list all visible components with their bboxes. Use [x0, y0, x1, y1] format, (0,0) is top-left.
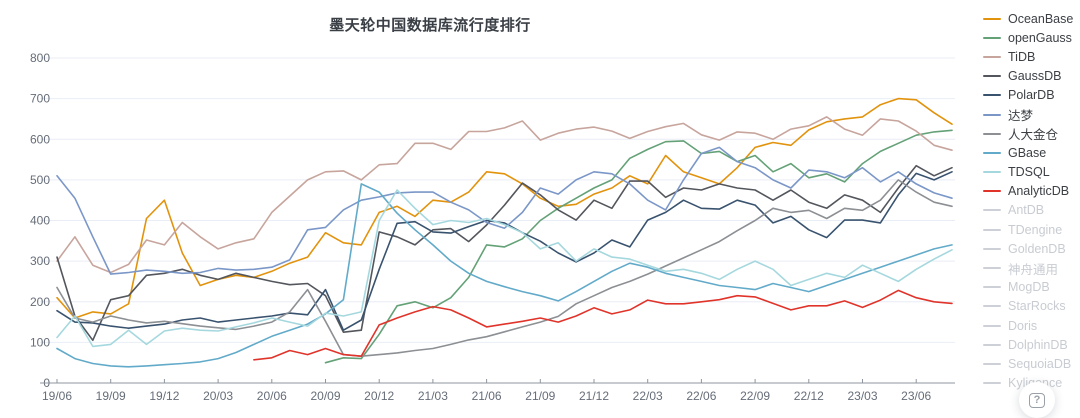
x-tick-label: 21/06 — [472, 389, 502, 403]
legend-label: TiDB — [1008, 49, 1036, 64]
y-tick-label: 500 — [30, 173, 50, 187]
legend-label: 达梦 — [1008, 109, 1034, 124]
help-button[interactable]: ? — [1019, 382, 1055, 418]
series-line-达梦 — [56, 146, 953, 275]
legend-item-openGauss[interactable]: openGauss — [983, 28, 1080, 47]
legend-item-TiDB[interactable]: TiDB — [983, 47, 1080, 66]
y-tick-label: 800 — [30, 51, 50, 65]
legend-label: GBase — [1008, 145, 1047, 160]
legend-item-TDengine[interactable]: TDengine — [983, 220, 1080, 239]
legend-label: 人大金仓 — [1008, 128, 1059, 143]
legend-label: SequoiaDB — [1008, 356, 1072, 371]
legend-swatch — [983, 324, 1001, 327]
legend-swatch — [983, 286, 1001, 289]
series-line-人大金仓 — [56, 179, 953, 357]
legend-item-MogDB[interactable]: MogDB — [983, 278, 1080, 297]
legend-label: TDSQL — [1008, 165, 1050, 180]
x-tick-label: 20/03 — [203, 389, 233, 403]
y-tick-label: 200 — [30, 295, 50, 309]
legend-label: StarRocks — [1008, 299, 1066, 314]
series-line-openGauss — [324, 129, 953, 364]
y-tick-label: 300 — [30, 254, 50, 268]
x-tick-label: 19/12 — [149, 389, 179, 403]
legend-label: Doris — [1008, 318, 1038, 333]
series-line-GaussDB — [56, 164, 953, 342]
legend-label: MogDB — [1008, 280, 1050, 295]
legend-label: GaussDB — [1008, 69, 1062, 84]
legend-swatch — [983, 209, 1001, 212]
legend-swatch — [983, 36, 1001, 39]
legend-swatch — [983, 343, 1001, 346]
x-tick-label: 22/09 — [740, 389, 770, 403]
legend-item-GaussDB[interactable]: GaussDB — [983, 67, 1080, 86]
legend-item-AntDB[interactable]: AntDB — [983, 201, 1080, 220]
legend-swatch — [983, 17, 1001, 20]
x-tick-label: 21/09 — [525, 389, 555, 403]
legend-swatch — [983, 382, 1001, 385]
legend-swatch — [983, 75, 1001, 78]
x-tick-label: 22/03 — [633, 389, 663, 403]
legend-label: AntDB — [1008, 203, 1045, 218]
legend-label: openGauss — [1008, 30, 1072, 45]
x-tick-label: 22/12 — [794, 389, 824, 403]
legend-item-TDSQL[interactable]: TDSQL — [983, 163, 1080, 182]
legend-swatch — [983, 247, 1001, 250]
legend-item-人大金仓[interactable]: 人大金仓 — [983, 124, 1080, 143]
x-tick-label: 19/06 — [42, 389, 72, 403]
y-tick-label: 700 — [30, 92, 50, 106]
help-shortcut-icon: ? — [1029, 392, 1045, 408]
legend-label: AnalyticDB — [1008, 184, 1070, 199]
x-tick-label: 23/03 — [847, 389, 877, 403]
legend-item-神舟通用[interactable]: 神舟通用 — [983, 258, 1080, 277]
legend-label: GoldenDB — [1008, 241, 1066, 256]
x-tick-label: 21/12 — [579, 389, 609, 403]
legend-swatch — [983, 113, 1001, 116]
series-line-OceanBase — [56, 97, 953, 319]
legend-item-GBase[interactable]: GBase — [983, 143, 1080, 162]
chart-legend: OceanBase openGauss TiDB GaussDB PolarDB 达梦人大… — [983, 9, 1080, 393]
x-tick-label: 19/09 — [96, 389, 126, 403]
legend-label: TDengine — [1008, 222, 1063, 237]
legend-label: DolphinDB — [1008, 337, 1068, 352]
legend-swatch — [983, 190, 1001, 193]
legend-item-DolphinDB[interactable]: DolphinDB — [983, 335, 1080, 354]
x-tick-label: 22/06 — [686, 389, 716, 403]
legend-swatch — [983, 171, 1001, 174]
legend-swatch — [983, 94, 1001, 97]
y-tick-label: 400 — [30, 214, 50, 228]
series-line-TiDB — [56, 116, 953, 274]
legend-label: OceanBase — [1008, 11, 1074, 26]
legend-swatch — [983, 267, 1001, 270]
legend-item-SequoiaDB[interactable]: SequoiaDB — [983, 354, 1080, 373]
series-line-GBase — [56, 183, 953, 368]
legend-item-GoldenDB[interactable]: GoldenDB — [983, 239, 1080, 258]
legend-label: 神舟通用 — [1008, 262, 1059, 277]
legend-swatch — [983, 228, 1001, 231]
x-tick-label: 21/03 — [418, 389, 448, 403]
legend-swatch — [983, 305, 1001, 308]
series-line-TDSQL — [56, 189, 953, 348]
legend-item-Doris[interactable]: Doris — [983, 316, 1080, 335]
x-tick-label: 20/12 — [364, 389, 394, 403]
series-line-AnalyticDB — [253, 289, 953, 361]
legend-swatch — [983, 362, 1001, 365]
chart-title: 墨天轮中国数据库流行度排行 — [329, 17, 531, 34]
y-tick-label: 600 — [30, 132, 50, 146]
legend-label: PolarDB — [1008, 88, 1055, 103]
x-tick-label: 20/09 — [310, 389, 340, 403]
x-tick-label: 23/06 — [901, 389, 931, 403]
legend-swatch — [983, 151, 1001, 154]
legend-item-PolarDB[interactable]: PolarDB — [983, 86, 1080, 105]
y-tick-label: 100 — [30, 335, 50, 349]
x-tick-label: 20/06 — [257, 389, 287, 403]
legend-item-OceanBase[interactable]: OceanBase — [983, 9, 1080, 28]
legend-swatch — [983, 55, 1001, 58]
legend-item-StarRocks[interactable]: StarRocks — [983, 297, 1080, 316]
legend-swatch — [983, 132, 1001, 135]
legend-item-AnalyticDB[interactable]: AnalyticDB — [983, 182, 1080, 201]
legend-item-达梦[interactable]: 达梦 — [983, 105, 1080, 124]
series-line-PolarDB — [56, 171, 953, 331]
